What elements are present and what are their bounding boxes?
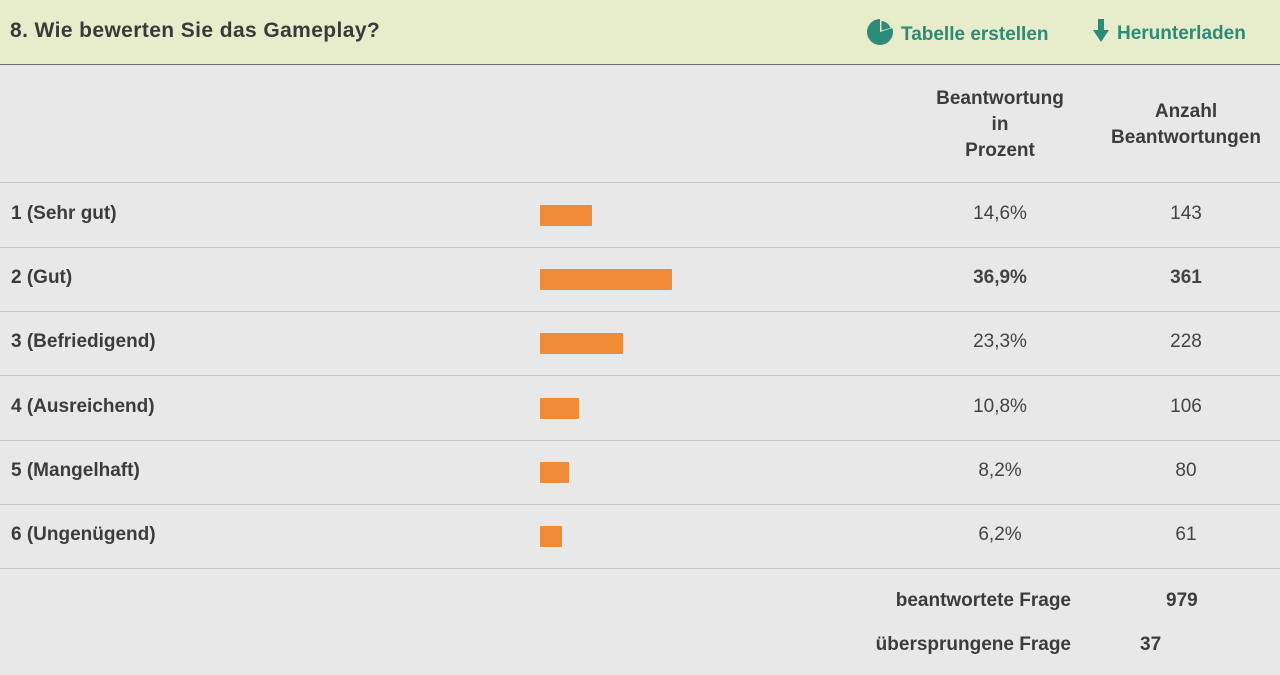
answer-bar <box>540 333 623 354</box>
answer-bar <box>540 205 592 226</box>
answer-percent: 14,6% <box>973 203 1027 224</box>
answer-bar <box>540 462 569 483</box>
create-table-button[interactable]: Tabelle erstellen <box>866 18 1049 52</box>
skipped-question-label: übersprungene Frage <box>875 634 1071 655</box>
answer-label: 6 (Ungenügend) <box>11 524 156 545</box>
answer-bar <box>540 398 579 419</box>
pie-chart-icon <box>866 18 901 52</box>
download-arrow-icon <box>1092 18 1117 50</box>
answer-count: 228 <box>1170 331 1202 352</box>
row-divider <box>0 247 1280 248</box>
answer-percent: 10,8% <box>973 396 1027 417</box>
answer-label: 4 (Ausreichend) <box>11 396 155 417</box>
answer-percent: 36,9% <box>973 267 1027 288</box>
answer-percent: 23,3% <box>973 331 1027 352</box>
answered-question-label: beantwortete Frage <box>895 590 1071 611</box>
answer-count: 61 <box>1175 524 1197 545</box>
download-button[interactable]: Herunterladen <box>1092 18 1246 50</box>
row-divider <box>0 311 1280 312</box>
answer-label: 3 (Befriedigend) <box>11 331 156 352</box>
answer-percent: 8,2% <box>978 460 1022 481</box>
percent-column-header: Beantwortung in Prozent <box>920 86 1080 164</box>
table-row: 6 (Ungenügend) 6,2% 61 <box>0 504 1280 568</box>
row-divider <box>0 182 1280 183</box>
question-header: 8. Wie bewerten Sie das Gameplay? Tabell… <box>0 0 1280 65</box>
table-row: 4 (Ausreichend) 10,8% 106 <box>0 376 1280 440</box>
answered-question-value: 979 <box>1166 590 1198 611</box>
count-header-line: Anzahl <box>1154 101 1218 122</box>
skipped-question-value: 37 <box>1140 634 1162 655</box>
answer-bar <box>540 526 562 547</box>
answer-count: 361 <box>1170 267 1202 288</box>
answer-count: 106 <box>1170 396 1202 417</box>
answer-percent: 6,2% <box>978 524 1022 545</box>
question-title: 8. Wie bewerten Sie das Gameplay? <box>10 19 381 42</box>
answer-label: 5 (Mangelhaft) <box>11 460 140 481</box>
percent-header-line: in <box>991 114 1009 135</box>
table-row: 1 (Sehr gut) 14,6% 143 <box>0 183 1280 247</box>
row-divider <box>0 568 1280 569</box>
percent-header-line: Prozent <box>965 140 1035 161</box>
row-divider <box>0 504 1280 505</box>
table-row: 5 (Mangelhaft) 8,2% 80 <box>0 440 1280 504</box>
row-divider <box>0 375 1280 376</box>
count-header-line: Beantwortungen <box>1111 127 1261 148</box>
answer-label: 2 (Gut) <box>11 267 73 288</box>
create-table-label: Tabelle erstellen <box>901 24 1049 45</box>
count-column-header: Anzahl Beantwortungen <box>1094 99 1278 151</box>
percent-header-line: Beantwortung <box>936 88 1064 109</box>
table-row: 2 (Gut) 36,9% 361 <box>0 247 1280 311</box>
answer-count: 143 <box>1170 203 1202 224</box>
answer-count: 80 <box>1175 460 1197 481</box>
answer-label: 1 (Sehr gut) <box>11 203 117 224</box>
download-label: Herunterladen <box>1117 23 1246 44</box>
row-divider <box>0 440 1280 441</box>
answer-bar <box>540 269 672 290</box>
table-row: 3 (Befriedigend) 23,3% 228 <box>0 311 1280 375</box>
